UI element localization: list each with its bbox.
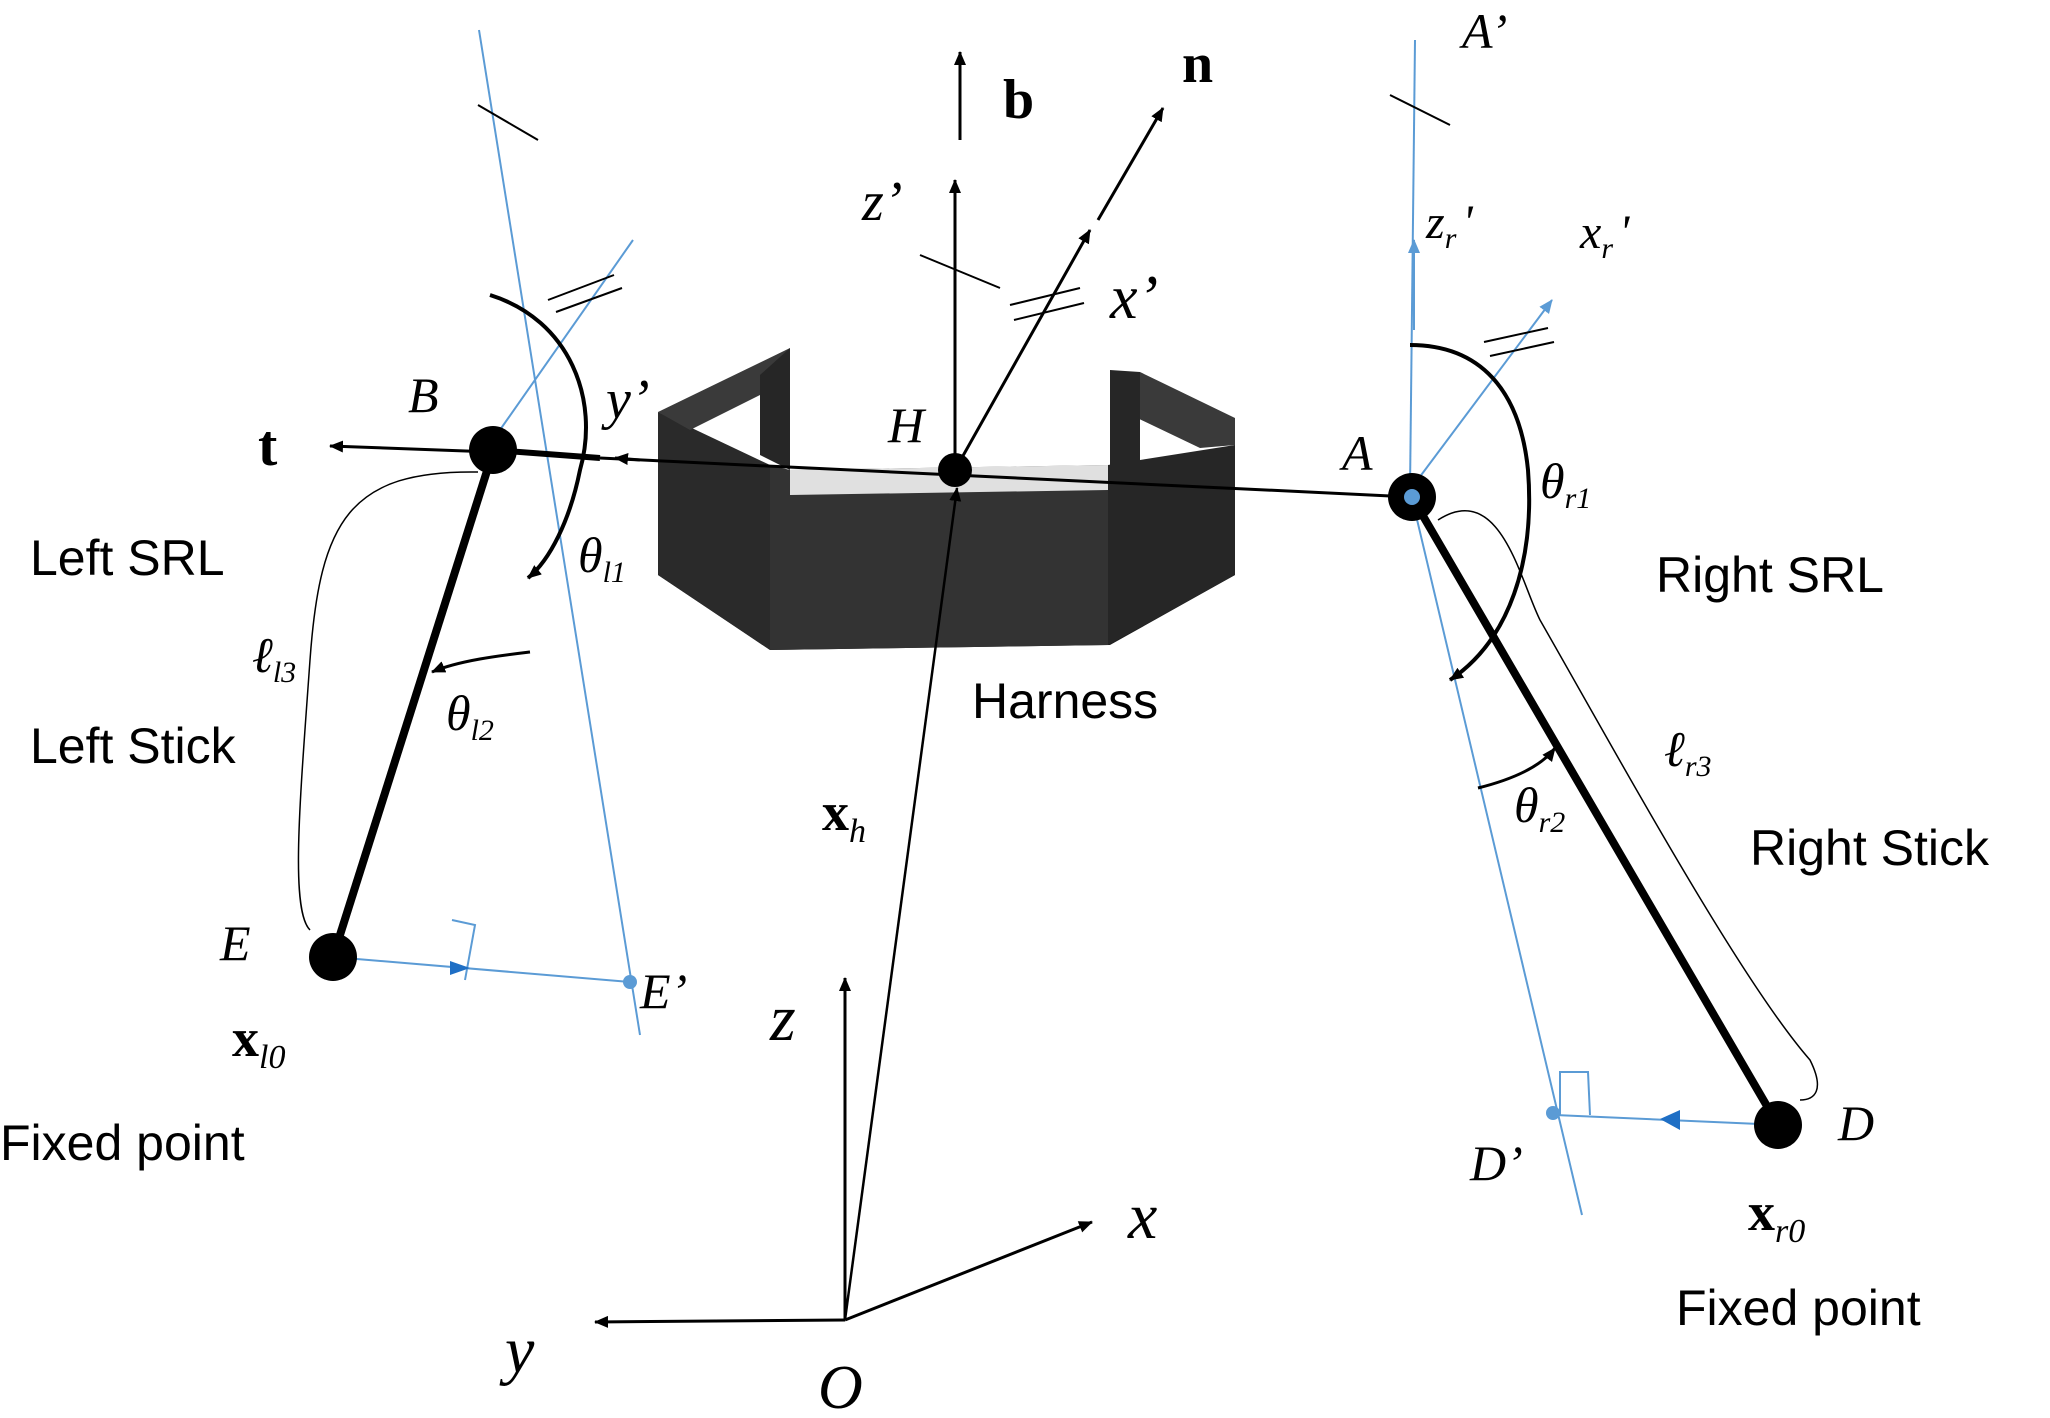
- label-right-stick: Right Stick: [1750, 820, 1990, 876]
- fixed-point-d: [1754, 1101, 1802, 1149]
- angle-arcs: [297, 293, 1819, 1101]
- joints: [309, 426, 1802, 1149]
- label-ell-l3: ℓl3: [252, 627, 296, 689]
- theta-l2-arc: [431, 650, 531, 674]
- label-xr-prime: xr ': [1579, 206, 1630, 265]
- label-theta-r1: θr1: [1540, 453, 1591, 515]
- label-left-srl: Left SRL: [30, 530, 225, 586]
- construction-lines: [332, 29, 1783, 1216]
- label-world-x: x: [1127, 1180, 1157, 1253]
- x-prime-axis: [953, 229, 1092, 471]
- label-world-z: z: [769, 982, 796, 1055]
- world-x-axis: [844, 1220, 1093, 1322]
- harness-beam-line: [599, 456, 1413, 499]
- xr-prime-axis: [1409, 299, 1553, 491]
- label-point-e: E: [219, 915, 251, 971]
- label-theta-r2: θr2: [1514, 777, 1565, 839]
- right-vertical-axis-line: [1409, 39, 1416, 491]
- label-point-d: D: [1837, 1095, 1874, 1151]
- labels: b n t z’ x’ y’ B A A’ H E E’ D D’ O z x …: [0, 3, 1990, 1418]
- right-projection-arrowhead: [1660, 1110, 1680, 1130]
- label-theta-l1: θl1: [578, 527, 626, 589]
- label-right-srl: Right SRL: [1656, 547, 1884, 603]
- label-origin: O: [818, 1354, 863, 1418]
- t-vector: [329, 440, 494, 454]
- point-d-prime: [1546, 1106, 1560, 1120]
- theta-l1-arc: [489, 293, 588, 580]
- label-zr-prime: zr ': [1425, 196, 1473, 255]
- left-projection-line: [332, 956, 631, 983]
- world-y-axis: [594, 1315, 846, 1328]
- label-x-prime: x’: [1109, 264, 1158, 332]
- label-point-a: A: [1339, 425, 1373, 481]
- joint-a-center: [1404, 489, 1420, 505]
- label-b: b: [1003, 69, 1034, 131]
- right-slanted-line: [1409, 489, 1583, 1216]
- label-fixed-point-left: Fixed point: [0, 1115, 245, 1171]
- left-stick: [329, 450, 497, 959]
- label-point-e-prime: E’: [639, 963, 687, 1019]
- right-stick: [1408, 494, 1782, 1128]
- label-xh: xh: [822, 782, 866, 850]
- label-harness: Harness: [972, 673, 1158, 729]
- xh-vector: [843, 487, 962, 1321]
- label-fixed-point-right: Fixed point: [1676, 1280, 1921, 1336]
- tick-marks: [477, 94, 1555, 357]
- label-point-h: H: [887, 397, 927, 453]
- ell-l3-loop: [297, 471, 479, 931]
- label-y-prime: y’: [601, 369, 650, 431]
- label-point-d-prime: D’: [1469, 1135, 1523, 1191]
- label-n: n: [1182, 33, 1213, 95]
- point-e-prime: [623, 975, 637, 989]
- label-xr0: xr0: [1748, 1182, 1805, 1250]
- label-point-a-prime: A’: [1459, 3, 1507, 59]
- y-prime-axis: [614, 453, 641, 466]
- label-theta-l2: θl2: [446, 685, 494, 747]
- theta-r1-arc: [1409, 343, 1532, 682]
- left-right-angle-mark: [451, 919, 477, 981]
- label-t: t: [258, 413, 278, 478]
- label-left-stick: Left Stick: [30, 718, 237, 774]
- label-point-b: B: [408, 367, 439, 423]
- right-right-angle-mark: [1559, 1071, 1591, 1116]
- joint-b: [469, 426, 517, 474]
- label-xl0: xl0: [232, 1008, 285, 1076]
- label-ell-r3: ℓr3: [1664, 721, 1712, 783]
- theta-r2-arc: [1477, 747, 1557, 790]
- joint-h: [938, 453, 972, 487]
- n-vector: [1096, 107, 1165, 221]
- ell-r3-loop: [1437, 510, 1819, 1101]
- label-world-y: y: [499, 1314, 535, 1387]
- label-z-prime: z’: [861, 171, 902, 233]
- harness-block: [658, 348, 1235, 650]
- left-projection-arrowhead: [450, 961, 470, 975]
- fixed-point-e: [309, 933, 357, 981]
